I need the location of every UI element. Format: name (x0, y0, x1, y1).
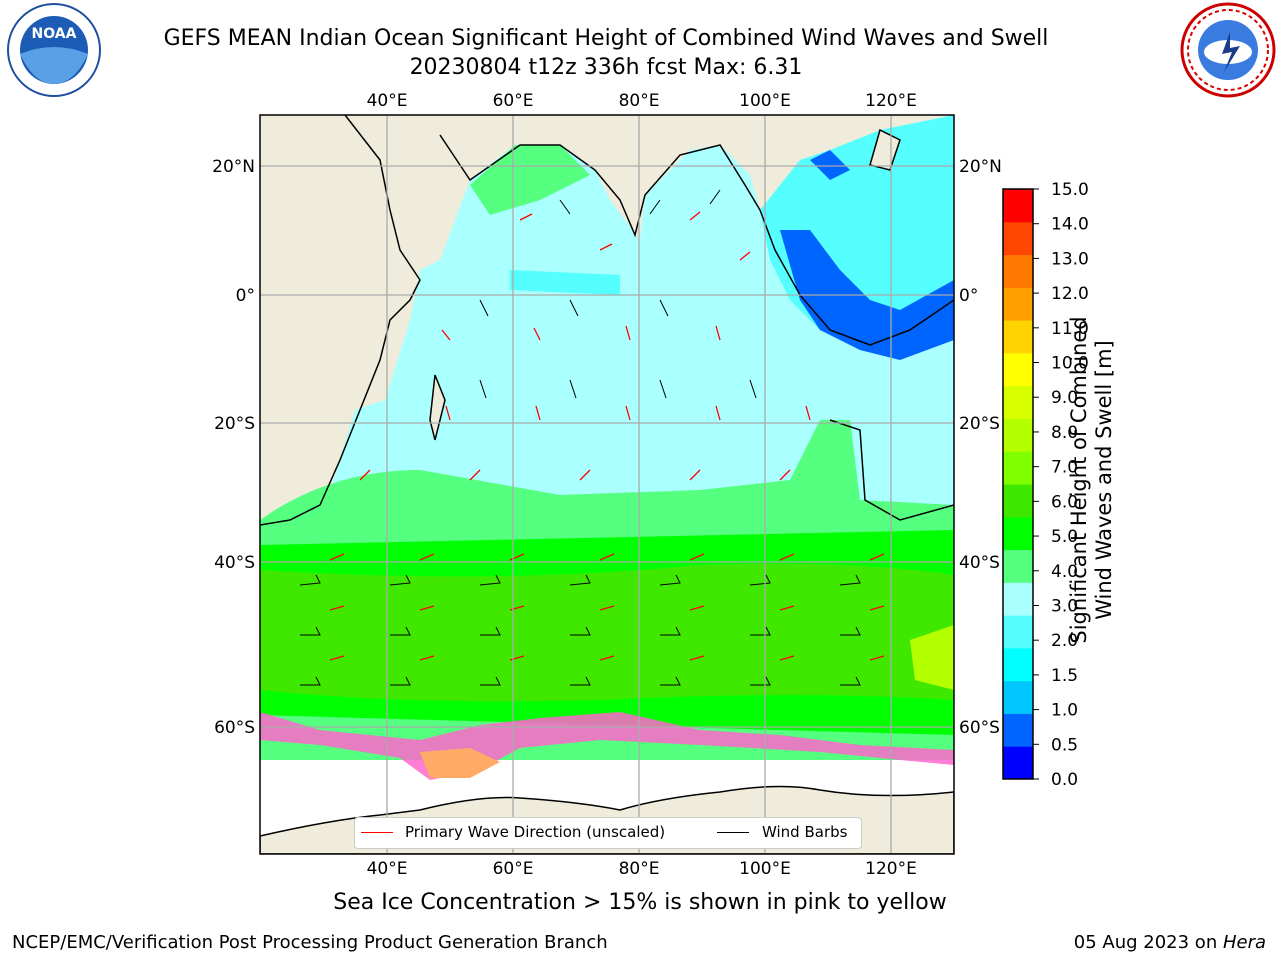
colorbar-tick-label: 15.0 (1051, 180, 1089, 200)
colorbar-segment (1003, 451, 1033, 485)
wind-barbs (299, 189, 861, 686)
wave-direction-arrows (329, 211, 885, 661)
lat-label: 20°N (212, 157, 255, 177)
wave-legend-label: Primary Wave Direction (unscaled) (405, 823, 666, 841)
colorbar-tick-label: 12.0 (1051, 284, 1089, 304)
footer-credit: NCEP/EMC/Verification Post Processing Pr… (12, 932, 608, 953)
colorbar-title: Significant Height of Combined Wind Wave… (1067, 290, 1117, 670)
colorbar-ticks: 0.0 0.5 1.0 1.5 2.0 3.0 4.0 5.0 6.0 7.0 8.0 9.0 10.0… (1033, 180, 1089, 790)
colorbar-segment (1003, 713, 1033, 747)
lat-label: 20°N (959, 157, 1002, 177)
gulf-zone (810, 150, 850, 180)
map-legend: Primary Wave Direction (unscaled) Wind B… (354, 817, 862, 849)
colorbar-tick-label: 1.0 (1051, 701, 1078, 721)
colorbar-tick-label: 11.0 (1051, 319, 1089, 339)
coastlines (260, 115, 954, 526)
lon-labels-bottom: 40°E 60°E 80°E 100°E 120°E (367, 859, 917, 879)
footer-date: 05 Aug 2023 on Hera (1074, 932, 1266, 953)
lat-labels-right: 20°N 0° 20°S 40°S 60°S (959, 157, 1002, 738)
colorbar-tick-label: 3.0 (1051, 596, 1078, 616)
colorbar-tick-label: 10.0 (1051, 354, 1089, 374)
lat-label: 0° (236, 286, 255, 306)
colorbar-tick-label: 0.5 (1051, 735, 1078, 755)
colorbar-segment (1003, 582, 1033, 616)
colorbar-segment (1003, 320, 1033, 354)
colorbar-tick-label: 14.0 (1051, 215, 1089, 235)
colorbar-segment (1003, 549, 1033, 583)
colorbar-segment (1003, 680, 1033, 714)
nws-logo (1180, 2, 1276, 98)
lon-label: 100°E (739, 859, 791, 879)
lon-label: 120°E (865, 91, 917, 111)
colorbar (1002, 188, 1034, 780)
map-frame (259, 114, 955, 855)
lon-label: 40°E (367, 859, 408, 879)
lon-label: 60°E (493, 859, 534, 879)
wind-legend-label: Wind Barbs (762, 823, 848, 841)
colorbar-segment (1003, 221, 1033, 256)
lon-label: 60°E (493, 91, 534, 111)
colorbar-tick-label: 2.0 (1051, 631, 1078, 651)
colorbar-frame (1002, 188, 1034, 780)
colorbar-segment (1003, 418, 1033, 452)
lat-label: 20°S (214, 414, 255, 434)
max-wave-zone (910, 625, 954, 690)
colorbar-segment (1003, 647, 1033, 682)
colorbar-tick-label: 5.0 (1051, 527, 1078, 547)
colorbar-segment (1003, 615, 1033, 649)
footer-machine: Hera (1222, 932, 1266, 953)
colorbar-tick-label: 9.0 (1051, 388, 1078, 408)
colorbar-tick-label: 4.0 (1051, 562, 1078, 582)
chart-title: GEFS MEAN Indian Ocean Significant Heigh… (163, 26, 1049, 51)
lat-label: 0° (959, 286, 978, 306)
wave-legend-line (361, 832, 393, 833)
colorbar-segment (1003, 287, 1033, 321)
colorbar-tick-label: 13.0 (1051, 249, 1089, 269)
lat-label: 60°S (214, 718, 255, 738)
colorbar-segment (1003, 484, 1033, 518)
colorbar-title-line2: Wind Waves and Swell [m] (1092, 340, 1116, 620)
colorbar-segment (1003, 746, 1033, 780)
equatorial-zone (510, 270, 620, 295)
lat-label: 40°S (959, 553, 1000, 573)
sea-ice-high (420, 748, 500, 778)
colorbar-segment (1003, 352, 1033, 387)
lat-label: 20°S (959, 414, 1000, 434)
colorbar-tick-label: 7.0 (1051, 458, 1078, 478)
colorbar-segment (1003, 516, 1033, 551)
arabian-sea-zone (470, 145, 590, 215)
lon-label: 80°E (619, 859, 660, 879)
colorbar-title-line1: Significant Height of Combined (1067, 316, 1091, 644)
lon-label: 40°E (367, 91, 408, 111)
colorbar-tick-label: 8.0 (1051, 423, 1078, 443)
colorbar-segment (1003, 189, 1033, 223)
colorbar-segment (1003, 385, 1033, 419)
caption: Sea Ice Concentration > 15% is shown in … (333, 890, 947, 915)
colorbar-tick-label: 0.0 (1051, 770, 1078, 790)
footer-date-text: 05 Aug 2023 on (1073, 932, 1223, 953)
lat-label: 40°S (214, 553, 255, 573)
lon-labels-top: 40°E 60°E 80°E 100°E 120°E (367, 91, 917, 111)
lat-label: 60°S (959, 718, 1000, 738)
lon-label: 80°E (619, 91, 660, 111)
noaa-logo: NOAA (7, 3, 101, 97)
chart-subtitle: 20230804 t12z 336h fcst Max: 6.31 (409, 55, 803, 80)
colorbar-tick-label: 1.5 (1051, 666, 1078, 686)
shallow-sea-zone (780, 230, 954, 360)
colorbar-segment (1003, 254, 1033, 288)
noaa-logo-text: NOAA (32, 26, 77, 42)
lon-label: 100°E (739, 91, 791, 111)
colorbar-tick-label: 6.0 (1051, 492, 1078, 512)
lat-labels-left: 20°N 0° 20°S 40°S 60°S (212, 157, 255, 738)
lon-label: 120°E (865, 859, 917, 879)
ocean-zone-5-6m (260, 563, 954, 702)
gridlines (260, 115, 954, 854)
wind-legend-line (717, 832, 749, 833)
